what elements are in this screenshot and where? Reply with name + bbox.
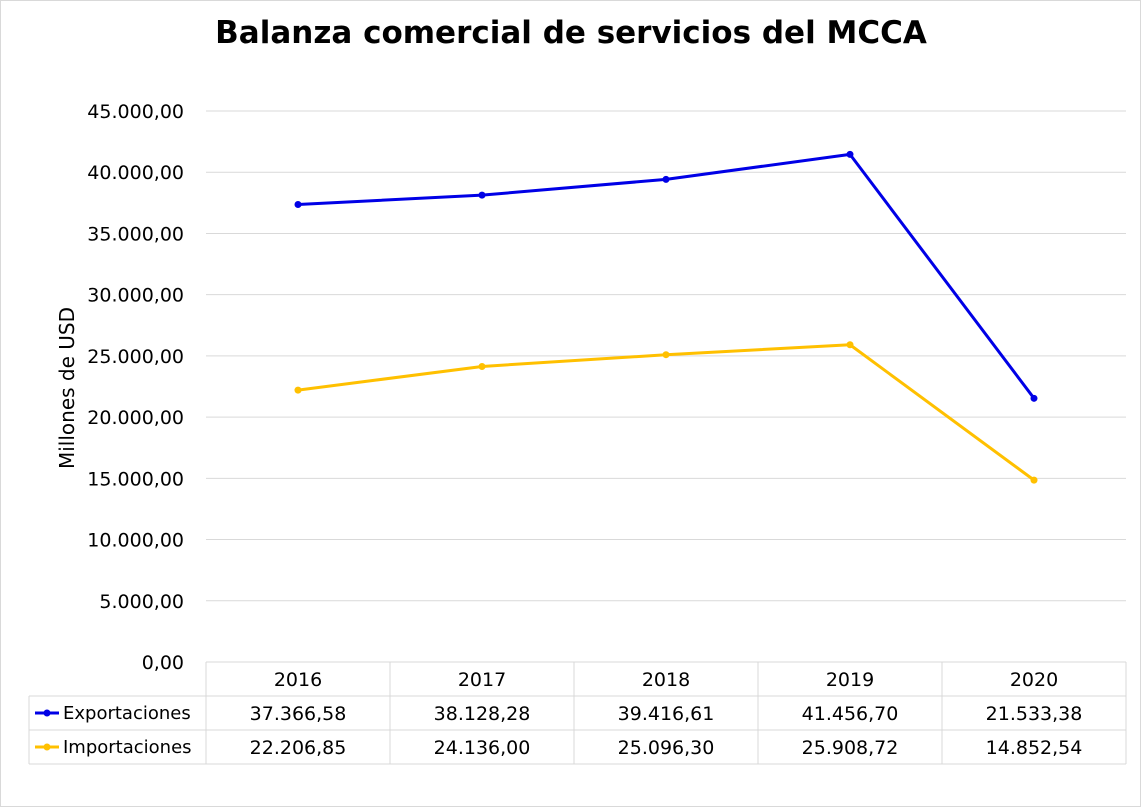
data-point [294,386,302,394]
series-lines [297,152,1036,482]
y-tick-label: 20.000,00 [87,407,184,429]
data-point [662,175,670,183]
data-point [1030,476,1038,484]
data-label: 39.416,61 [618,703,715,725]
y-axis-label: Millones de USD [55,307,79,469]
data-label: 25.908,72 [802,737,899,759]
data-point [846,341,854,349]
y-tick-label: 30.000,00 [87,285,184,307]
data-point [1030,394,1038,402]
legend-marker [43,743,51,751]
data-table: 2016 2017 2018 2019 2020 Exportaciones 37.366,… [28,661,1127,765]
data-label: 24.136,00 [434,737,531,759]
data-label: 21.533,38 [986,703,1083,725]
x-tick-label: 2017 [458,669,506,691]
x-tick-label: 2016 [274,669,322,691]
y-tick-label: 0,00 [142,652,184,674]
series-line [297,152,1036,400]
series-points [294,150,1038,484]
legend-label: Importaciones [63,737,192,758]
data-label: 37.366,58 [250,703,347,725]
y-tick-label: 35.000,00 [87,223,184,245]
data-point [662,351,670,359]
y-tick-label: 45.000,00 [87,101,184,123]
data-label: 14.852,54 [986,737,1083,759]
data-label: 22.206,85 [250,737,347,759]
chart-title: Balanza comercial de servicios del MCCA [215,15,927,51]
legend-label: Exportaciones [63,703,191,724]
y-tick-label: 5.000,00 [99,591,184,613]
legend-marker [43,709,51,717]
x-tick-label: 2019 [826,669,874,691]
y-axis-ticks: 0,00 5.000,00 10.000,00 15.000,00 20.000,00 2… [87,101,184,674]
data-label: 38.128,28 [434,703,531,725]
data-point [294,200,302,208]
y-tick-label: 10.000,00 [87,530,184,552]
y-tick-label: 25.000,00 [87,346,184,368]
data-point [846,150,854,158]
y-tick-label: 40.000,00 [87,162,184,184]
data-label: 25.096,30 [618,737,715,759]
data-point [478,191,486,199]
x-tick-label: 2018 [642,669,690,691]
data-label: 41.456,70 [802,703,899,725]
series-line [297,343,1035,482]
y-tick-label: 15.000,00 [87,468,184,490]
data-point [478,362,486,370]
x-tick-label: 2020 [1010,669,1058,691]
